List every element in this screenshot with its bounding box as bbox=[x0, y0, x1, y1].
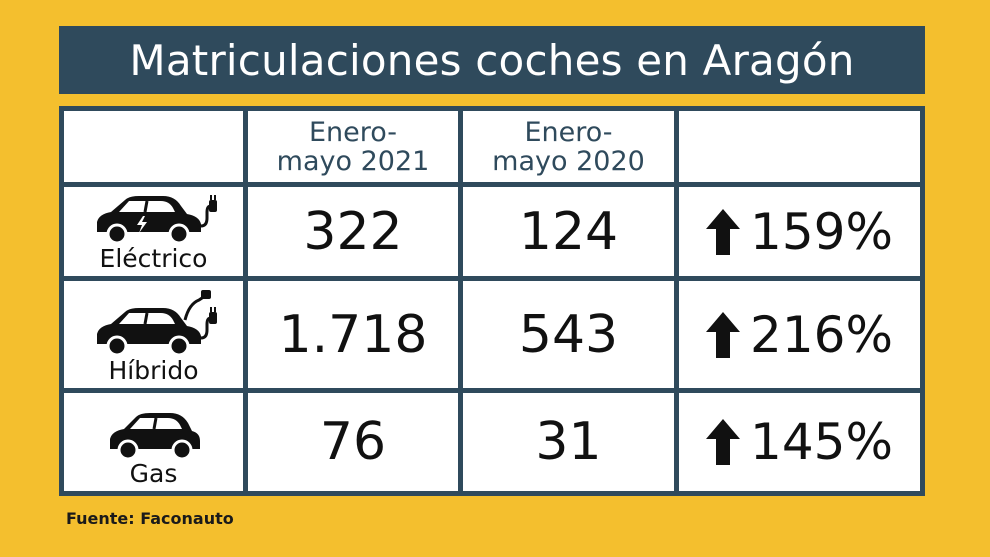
value-2021-gas: 76 bbox=[248, 393, 458, 491]
header-2021-line1: Enero- bbox=[308, 116, 398, 148]
gas-car-icon bbox=[109, 413, 200, 459]
up-arrow-icon bbox=[706, 311, 741, 358]
change-cell-hibrido: 216% bbox=[679, 281, 920, 388]
category-cell-hibrido: Híbrido bbox=[64, 281, 243, 388]
category-cell-electrico: Eléctrico bbox=[64, 187, 243, 276]
category-label-gas: Gas bbox=[129, 459, 178, 488]
value-2020-gas: 31 bbox=[463, 393, 674, 491]
page-title: Matriculaciones coches en Aragón bbox=[59, 26, 925, 94]
header-2020-line2: mayo 2020 bbox=[492, 145, 645, 177]
electric-car-icon bbox=[96, 195, 217, 244]
header-2020: Enero- mayo 2020 bbox=[463, 111, 674, 182]
header-empty-left bbox=[64, 111, 243, 182]
header-empty-right bbox=[679, 111, 920, 182]
hybrid-car-icon bbox=[96, 290, 217, 356]
registrations-table: Enero- mayo 2021 Enero- mayo 2020 Eléctr… bbox=[59, 106, 925, 496]
category-cell-gas: Gas bbox=[64, 393, 243, 491]
change-cell-gas: 145% bbox=[679, 393, 920, 491]
up-arrow-icon bbox=[706, 208, 741, 255]
header-2021-line2: mayo 2021 bbox=[276, 145, 430, 177]
change-value-electrico: 159% bbox=[750, 202, 893, 261]
header-2020-line1: Enero- bbox=[524, 116, 613, 148]
value-2020-hibrido: 543 bbox=[463, 281, 674, 388]
header-2021: Enero- mayo 2021 bbox=[248, 111, 458, 182]
value-2021-hibrido: 1.718 bbox=[248, 281, 458, 388]
change-value-hibrido: 216% bbox=[750, 305, 893, 364]
change-value-gas: 145% bbox=[750, 413, 893, 471]
change-cell-electrico: 159% bbox=[679, 187, 920, 276]
value-2020-electrico: 124 bbox=[463, 187, 674, 276]
category-label-hibrido: Híbrido bbox=[108, 356, 199, 385]
up-arrow-icon bbox=[706, 419, 741, 465]
category-label-electrico: Eléctrico bbox=[99, 244, 208, 273]
value-2021-electrico: 322 bbox=[248, 187, 458, 276]
source-note: Fuente: Faconauto bbox=[66, 509, 234, 528]
